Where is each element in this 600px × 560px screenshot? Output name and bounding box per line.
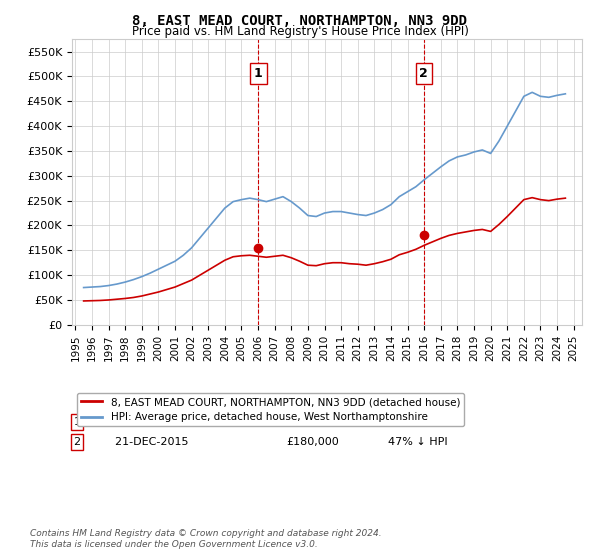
Text: 1: 1 [254,67,263,80]
Text: 2: 2 [419,67,428,80]
Text: Price paid vs. HM Land Registry's House Price Index (HPI): Price paid vs. HM Land Registry's House … [131,25,469,38]
Text: Contains HM Land Registry data © Crown copyright and database right 2024.
This d: Contains HM Land Registry data © Crown c… [30,529,382,549]
Legend: 8, EAST MEAD COURT, NORTHAMPTON, NN3 9DD (detached house), HPI: Average price, d: 8, EAST MEAD COURT, NORTHAMPTON, NN3 9DD… [77,393,464,426]
Text: 47% ↓ HPI: 47% ↓ HPI [388,437,448,447]
Text: 39% ↓ HPI: 39% ↓ HPI [388,417,448,427]
Text: 06-JAN-2006: 06-JAN-2006 [108,417,184,427]
Text: 8, EAST MEAD COURT, NORTHAMPTON, NN3 9DD: 8, EAST MEAD COURT, NORTHAMPTON, NN3 9DD [133,14,467,28]
Text: 2: 2 [74,437,80,447]
Text: £180,000: £180,000 [286,437,339,447]
Text: 21-DEC-2015: 21-DEC-2015 [108,437,188,447]
Text: £155,000: £155,000 [286,417,339,427]
Text: 1: 1 [74,417,80,427]
